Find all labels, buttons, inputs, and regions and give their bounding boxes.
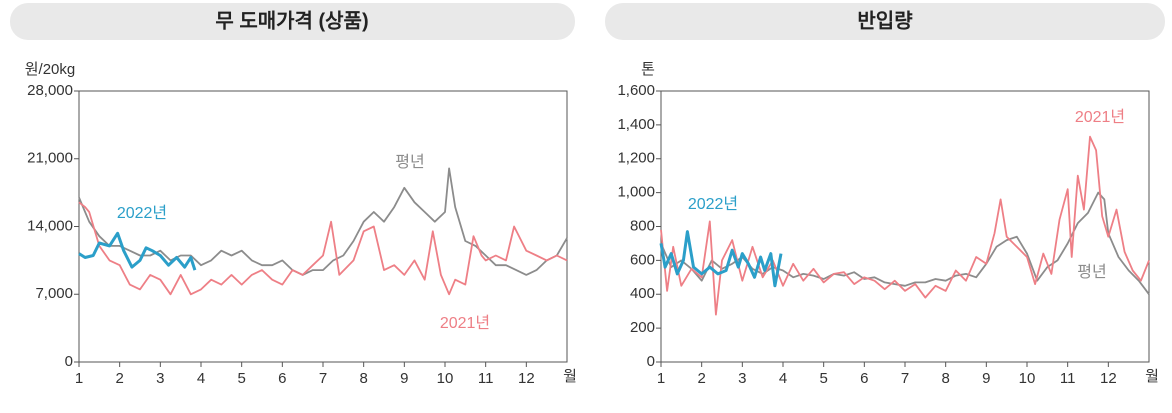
header-pill (10, 3, 575, 40)
x-tick-label: 1 (75, 370, 83, 387)
x-tick-label: 12 (518, 370, 535, 387)
x-tick-label: 11 (1060, 370, 1076, 387)
y-tick-label: 21,000 (27, 150, 73, 167)
plot-frame (78, 90, 568, 363)
y-tick-label: 1,400 (617, 116, 655, 133)
x-tick-label: 7 (319, 370, 327, 387)
x-tick-label: 8 (941, 370, 949, 387)
x-tick-label: 10 (437, 370, 454, 387)
series-line (78, 201, 568, 296)
x-tick-label: 1 (657, 370, 665, 387)
x-tick-label: 2 (115, 370, 123, 387)
x-tick-label: 2 (697, 370, 705, 387)
chart-title: 무 도매가격 (상품) (215, 9, 368, 32)
series-label: 2021년 (440, 314, 490, 332)
y-tick-label: 800 (630, 217, 655, 234)
series-label: 평년 (1077, 263, 1106, 281)
x-tick-label: 7 (901, 370, 909, 387)
y-tick-label: 28,000 (27, 82, 73, 99)
x-tick-label: 12 (1100, 370, 1117, 387)
x-tick-label: 9 (400, 370, 408, 387)
x-tick-label: 11 (478, 370, 494, 387)
header-pill (605, 3, 1165, 40)
x-tick-label: 6 (860, 370, 868, 387)
y-tick-label: 0 (647, 353, 655, 370)
x-tick-label: 10 (1019, 370, 1036, 387)
x-unit: 월 (563, 368, 577, 385)
y-tick-label: 1,000 (617, 184, 655, 201)
series-label: 2022년 (117, 204, 167, 222)
x-tick-label: 6 (278, 370, 286, 387)
series-label: 2021년 (1075, 108, 1125, 126)
y-unit: 원/20kg (25, 61, 76, 78)
x-tick-label: 5 (819, 370, 827, 387)
x-unit: 월 (1145, 368, 1159, 385)
x-tick-label: 4 (197, 370, 205, 387)
series-label: 2022년 (688, 195, 738, 213)
y-tick-label: 7,000 (35, 285, 73, 302)
x-tick-label: 3 (738, 370, 746, 387)
x-tick-label: 3 (156, 370, 164, 387)
series-line (659, 230, 783, 288)
x-tick-label: 5 (237, 370, 245, 387)
y-tick-label: 1,600 (617, 82, 655, 99)
y-tick-label: 14,000 (27, 217, 73, 234)
series-line (78, 231, 197, 271)
chart-title: 반입량 (857, 9, 913, 32)
series-line (660, 135, 1150, 316)
x-tick-label: 8 (359, 370, 367, 387)
x-tick-label: 9 (982, 370, 990, 387)
series-line (78, 167, 568, 276)
y-tick-label: 400 (630, 285, 655, 302)
y-tick-label: 1,200 (617, 150, 655, 167)
series-label: 평년 (395, 153, 424, 171)
y-unit: 톤 (641, 61, 655, 78)
y-tick-label: 600 (630, 251, 655, 268)
y-tick-label: 0 (65, 353, 73, 370)
x-tick-label: 4 (779, 370, 787, 387)
y-tick-label: 200 (630, 319, 655, 336)
